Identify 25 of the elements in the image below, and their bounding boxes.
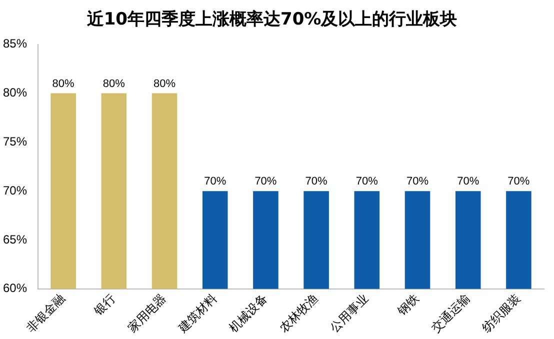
x-tick-label: 农林牧渔: [276, 291, 321, 336]
x-tick-label: 银行: [90, 291, 118, 319]
y-tick-label: 70%: [2, 183, 28, 198]
data-label: 70%: [457, 176, 480, 188]
y-tick-label: 85%: [2, 36, 28, 51]
data-label: 70%: [254, 176, 277, 188]
data-label: 70%: [204, 176, 226, 188]
data-label: 70%: [406, 176, 429, 188]
chart-title: 近10年四季度上涨概率达70%及以上的行业板块: [86, 10, 458, 30]
data-label: 70%: [356, 176, 378, 188]
y-tick-label: 65%: [2, 232, 28, 246]
y-tick-label: 75%: [2, 134, 28, 149]
x-tick-label: 钢铁: [394, 291, 422, 319]
x-tick-label: 纺织服装: [479, 291, 524, 336]
x-tick-label: 建筑材料: [174, 291, 220, 336]
y-tick-label: 80%: [2, 86, 28, 100]
data-label: 80%: [154, 78, 176, 90]
data-label: 80%: [102, 78, 126, 90]
x-tick-label: 机械设备: [226, 291, 270, 336]
data-label: 70%: [305, 176, 328, 188]
x-tick-label: 家用电器: [125, 291, 169, 336]
x-tick-label: 交通运输: [428, 291, 472, 336]
x-tick-label: 公用事业: [327, 291, 372, 336]
data-label: 80%: [52, 78, 75, 90]
data-label: 70%: [508, 176, 530, 188]
